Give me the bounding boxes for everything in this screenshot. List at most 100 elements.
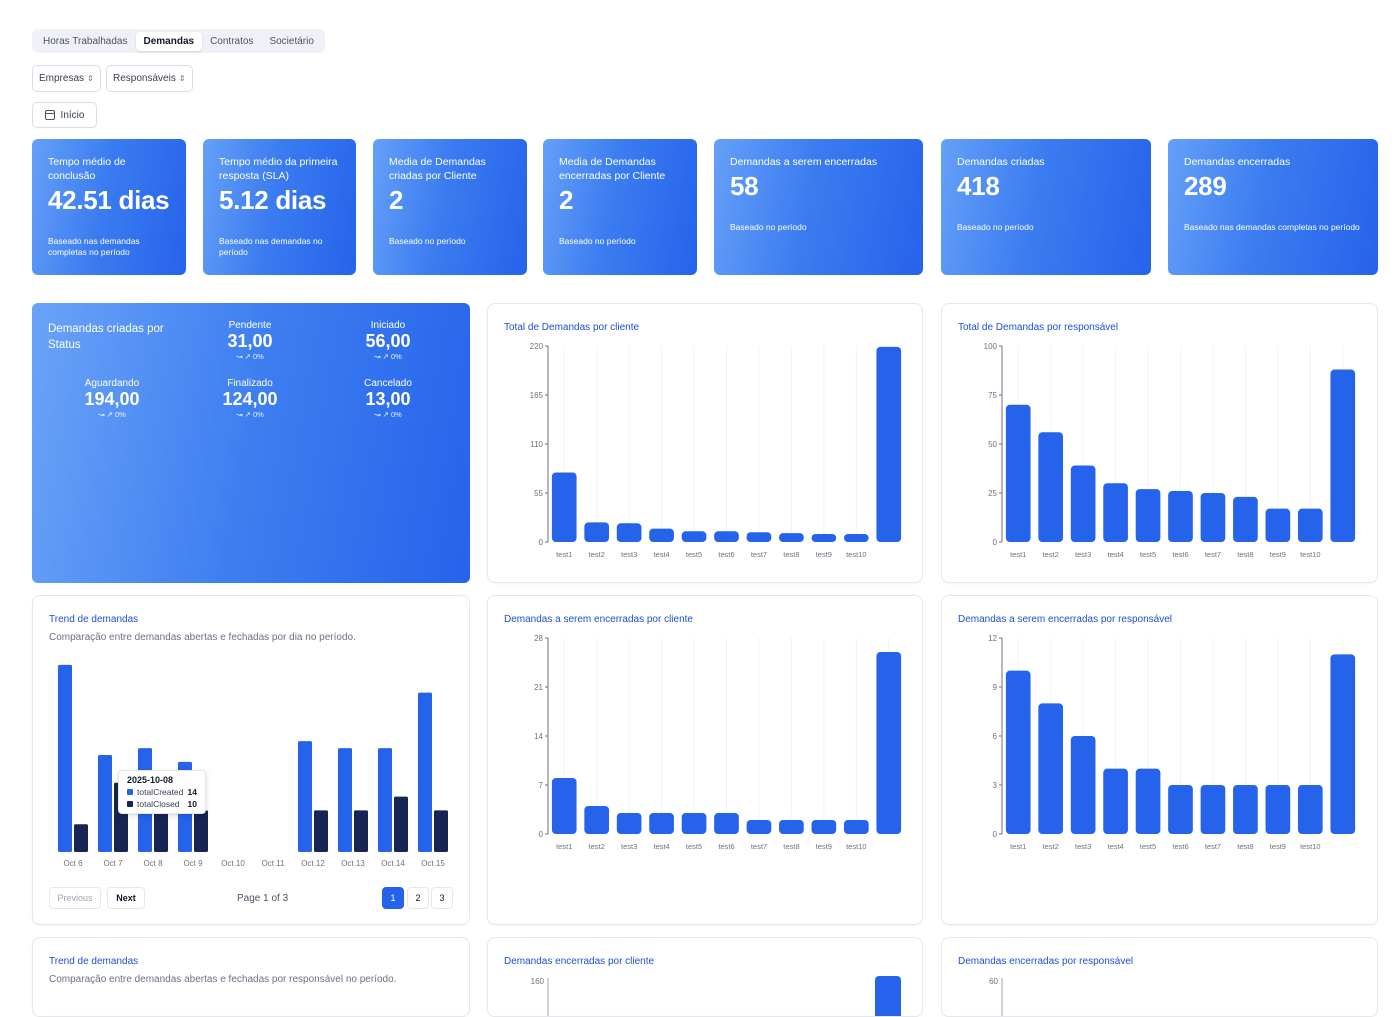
x-tick-label: test6 [718,550,734,559]
kpi-value: 58 [730,171,759,201]
bar-totalCreated[interactable] [378,748,392,852]
bar-totalClosed[interactable] [394,796,408,852]
x-tick-label: Oct 8 [143,859,163,868]
stat-value: 124,00 [222,389,278,409]
bar[interactable] [616,523,642,542]
bar[interactable] [1233,785,1258,834]
bar[interactable] [1103,768,1128,834]
x-tick-label: test7 [1205,550,1221,559]
kpi-card-sla: Tempo médio da primeira resposta (SLA) 5… [203,139,356,275]
previous-button[interactable]: Previous [49,887,101,909]
bar[interactable] [779,820,804,834]
bar[interactable] [649,813,674,834]
bar[interactable] [714,813,739,834]
bar[interactable] [1330,654,1356,834]
bar[interactable] [1005,670,1031,834]
bar[interactable] [584,806,610,834]
bar[interactable] [811,820,837,834]
x-tick-label: test7 [751,842,767,851]
kpi-card-media-encerradas: Media de Demandas encerradas por Cliente… [543,139,697,275]
bar[interactable] [714,531,739,542]
x-tick-label: Oct 11 [262,859,286,868]
bar[interactable] [1200,785,1226,834]
chart-encerrar-responsavel: 0 3 6 9 12 test1 test2 test3 test4 test5 test6 test… [988,634,1356,851]
page-3-button[interactable]: 3 [431,887,453,909]
bar[interactable] [1135,768,1161,834]
bar[interactable] [584,522,610,542]
chevron-updown-icon: ⇕ [87,74,94,83]
bar[interactable] [1168,491,1193,542]
bar[interactable] [1070,736,1096,834]
bar[interactable] [1038,703,1064,834]
empresas-select[interactable]: Empresas ⇕ [32,65,101,92]
bar[interactable] [1038,432,1064,542]
bar[interactable] [746,820,772,834]
y-tick-label: 0 [539,830,544,839]
tooltip-closed-label: totalClosed [137,799,180,809]
bar-totalCreated[interactable] [58,664,72,852]
bar[interactable] [1168,785,1193,834]
page-1-button[interactable]: 1 [382,887,404,909]
next-button[interactable]: Next [107,887,145,909]
tab-horas-trabalhadas[interactable]: Horas Trabalhadas [43,35,128,47]
date-start-label: Início [60,109,85,121]
tab-contratos[interactable]: Contratos [210,35,254,47]
bar-totalClosed[interactable] [314,810,328,852]
bar-totalClosed[interactable] [74,824,88,852]
tab-societario[interactable]: Societário [269,35,314,47]
panel-encerrar-responsavel: Demandas a serem encerradas por responsá… [941,595,1378,925]
bar[interactable] [1265,785,1291,834]
bar[interactable] [616,813,642,834]
x-tick-label: test8 [783,842,799,851]
page-2-button[interactable]: 2 [407,887,429,909]
bar-totalCreated[interactable] [98,755,112,852]
bar[interactable] [876,652,902,834]
panel-encerradas-responsavel: Demandas encerradas por responsável 60 [941,937,1378,1017]
x-tick-label: Oct 14 [381,859,405,868]
panel-title: Demandas encerradas por responsável [958,956,1134,967]
stat-label: Finalizado [227,378,273,389]
bar-totalCreated[interactable] [418,692,432,852]
bar-totalClosed[interactable] [354,810,368,852]
calendar-icon [44,110,55,120]
date-start-button[interactable]: Início [32,102,97,128]
bar[interactable] [1135,489,1161,542]
bar[interactable] [843,820,869,834]
bar[interactable] [1103,483,1128,542]
chart-encerrar-cliente: 0 7 14 21 28 test1 test2 test3 test4 test5 test6 te… [534,634,902,851]
bar[interactable] [551,472,577,542]
bar[interactable] [1233,496,1258,542]
bar[interactable] [1200,493,1226,542]
x-tick-label: test5 [1140,550,1156,559]
bar[interactable] [1297,785,1323,834]
bar[interactable] [1265,508,1291,542]
bar-partial[interactable] [875,976,901,1017]
bar[interactable] [876,346,902,542]
bar[interactable] [843,533,869,542]
bar[interactable] [551,778,577,834]
bar[interactable] [1070,465,1096,542]
bar-totalCreated[interactable] [298,741,312,852]
panel-subtitle: Comparação entre demandas abertas e fech… [49,632,356,643]
tab-demandas[interactable]: Demandas [135,31,203,51]
bar[interactable] [779,533,804,542]
bar[interactable] [746,532,772,542]
responsaveis-select[interactable]: Responsáveis ⇕ [106,65,193,92]
bar-totalClosed[interactable] [434,810,448,852]
panel-title: Demandas a serem encerradas por responsá… [958,614,1172,625]
bar[interactable] [681,813,707,834]
bar[interactable] [811,533,837,542]
bar[interactable] [1005,404,1031,542]
bar[interactable] [681,531,707,542]
bar[interactable] [1297,508,1323,542]
empresas-label: Empresas [39,73,85,84]
bar-totalClosed[interactable] [194,810,208,852]
tooltip-date: 2025-10-08 [127,775,174,785]
x-tick-label: test4 [1107,842,1123,851]
bar[interactable] [649,528,674,542]
y-tick-label: 0 [993,830,998,839]
bar-totalCreated[interactable] [338,748,352,852]
kpi-foot: Baseado nas demandas no período [219,236,323,257]
bar[interactable] [1330,369,1356,542]
stat-label: Aguardando [84,378,140,389]
